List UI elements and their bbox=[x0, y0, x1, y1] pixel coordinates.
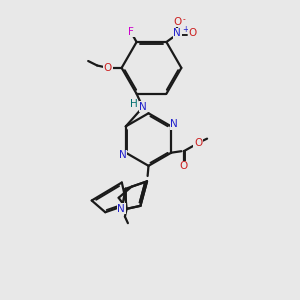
Text: N: N bbox=[170, 119, 178, 129]
Text: O: O bbox=[173, 17, 181, 27]
Text: N: N bbox=[118, 204, 125, 214]
Text: O: O bbox=[104, 63, 112, 73]
Text: H: H bbox=[130, 100, 137, 110]
Text: N: N bbox=[173, 28, 181, 38]
Text: O: O bbox=[189, 28, 197, 38]
Text: N: N bbox=[118, 204, 126, 214]
Text: N: N bbox=[139, 102, 147, 112]
Text: -: - bbox=[182, 15, 185, 24]
Text: F: F bbox=[128, 27, 134, 37]
Text: O: O bbox=[194, 138, 202, 148]
Text: O: O bbox=[180, 161, 188, 171]
Text: +: + bbox=[182, 25, 188, 34]
Text: N: N bbox=[119, 150, 127, 160]
